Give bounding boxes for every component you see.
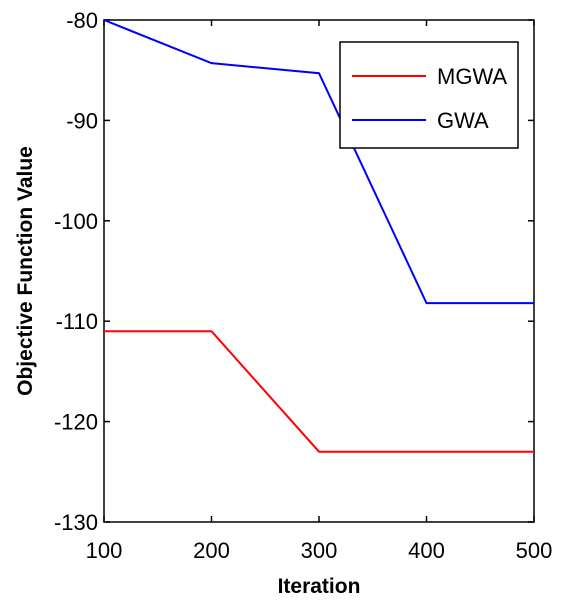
x-tick-label: 300 [301,538,338,563]
x-axis: 100 200 300 400 500 [86,20,553,563]
y-axis-title: Objective Function Value [14,146,37,396]
y-tick-label: -90 [66,108,98,133]
y-tick-label: -100 [54,209,98,234]
legend-label-gwa: GWA [437,108,489,133]
x-tick-label: 200 [193,538,230,563]
y-tick-label: -110 [56,309,98,334]
series-layer [103,19,534,453]
legend: MGWA GWA [339,41,519,149]
x-tick-label: 100 [86,538,123,563]
legend-box [339,41,519,149]
series-line-gwa [103,19,534,305]
x-tick-label: 400 [408,538,445,563]
y-axis: -80 -90 -100 -110 -120 -130 [54,8,534,535]
legend-label-mgwa: MGWA [437,64,507,89]
y-tick-label: -80 [66,8,98,33]
y-tick-label: -130 [54,510,98,535]
series-line-mgwa [104,330,534,453]
y-tick-label: -120 [54,410,98,435]
x-axis-title: Iteration [278,575,361,598]
x-tick-label: 500 [516,538,553,563]
